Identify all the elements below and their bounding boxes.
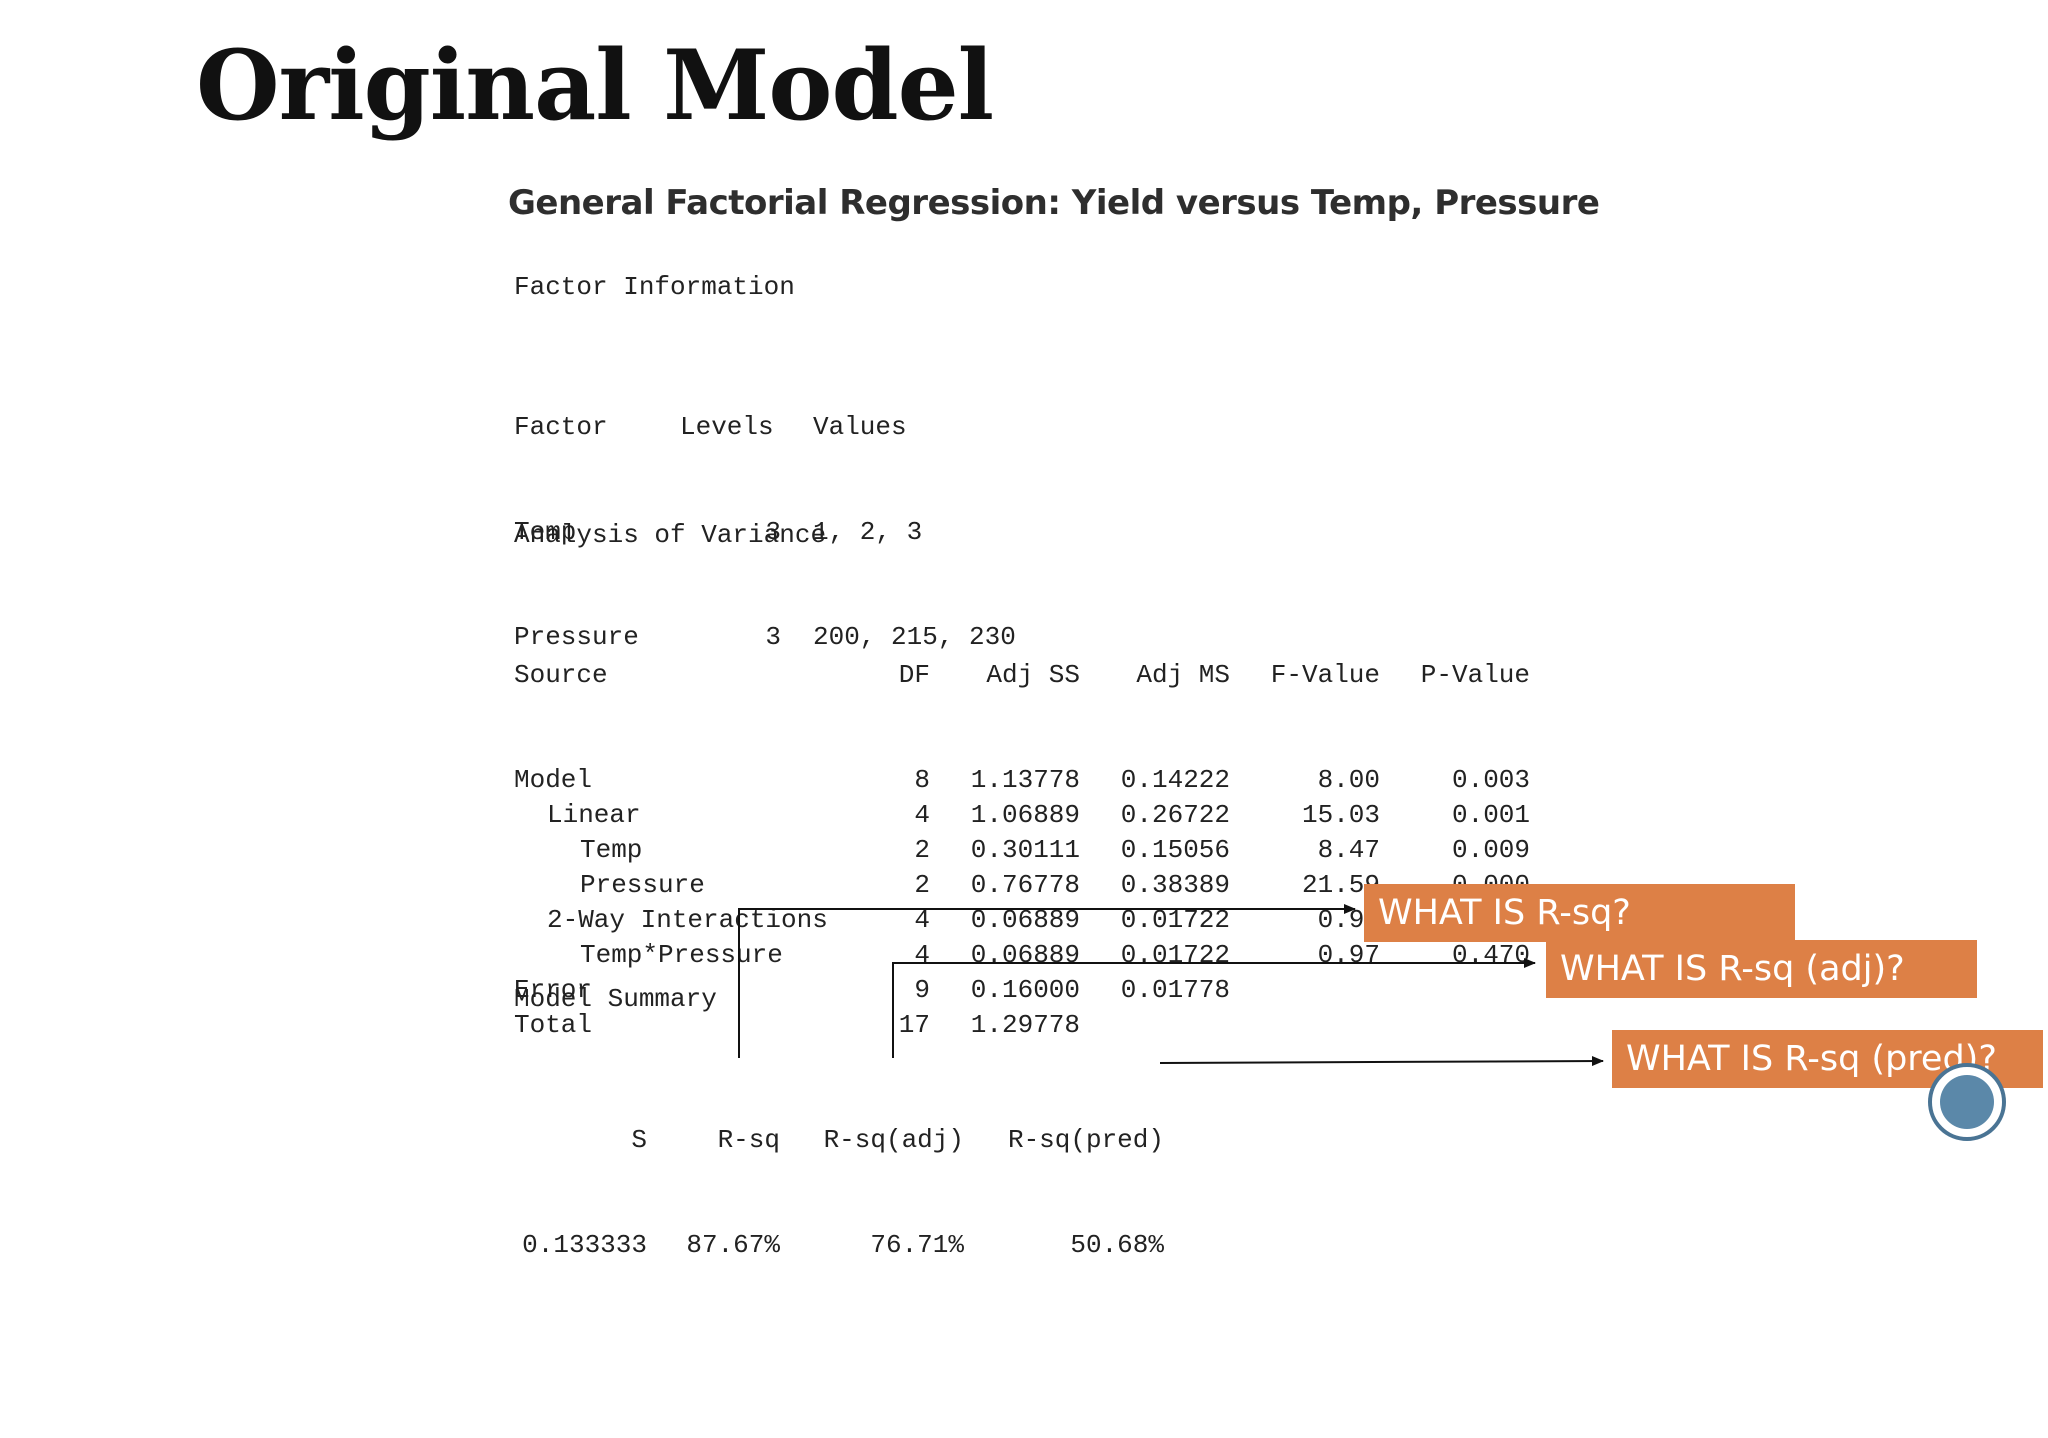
anova-row: Model 8 1.13778 0.14222 8.00 0.003 [514, 763, 1530, 798]
anova-source: Pressure [580, 870, 705, 900]
factor-values: 200, 215, 230 [813, 622, 1016, 652]
anova-row: Temp 2 0.30111 0.15056 8.47 0.009 [514, 833, 1530, 868]
rsq-pred-callout: WHAT IS R-sq (pred)? [1612, 1030, 2043, 1088]
rsq-value: 87.67% [686, 1230, 780, 1260]
anova-adj-ms: 0.14222 [1120, 765, 1230, 795]
anova-source: 2-Way Interactions [547, 905, 828, 935]
adj-ss-header: Adj SS [986, 660, 1080, 690]
rsq-adj-arrow [892, 958, 1536, 1058]
anova-source: Model [514, 765, 593, 795]
theme-logo-icon [1928, 1063, 2006, 1141]
rsq-pred-arrow [1159, 1056, 1604, 1067]
factor-info-row: Pressure 3 200, 215, 230 [514, 620, 1114, 655]
anova-df: 17 [898, 1010, 930, 1040]
anova-table: Source DF Adj SS Adj MS F-Value P-Value … [514, 588, 1530, 1040]
factor-name: Pressure [514, 622, 639, 652]
rsq-adj-header: R-sq(adj) [823, 1125, 964, 1155]
anova-adj-ms: 0.01722 [1120, 940, 1230, 970]
factor-header: Factor [514, 412, 608, 442]
anova-p-value: 0.009 [1451, 835, 1530, 865]
anova-adj-ms: 0.38389 [1120, 870, 1230, 900]
factor-info-row: Temp 3 1, 2, 3 [514, 515, 1114, 550]
anova-df: 2 [914, 835, 930, 865]
anova-source: Error [514, 975, 593, 1005]
anova-f-value: 8.47 [1317, 835, 1380, 865]
source-header: Source [514, 660, 608, 690]
anova-f-value: 0.97 [1317, 940, 1380, 970]
factor-info-table: Factor Levels Values Temp 3 1, 2, 3 Pres… [514, 340, 1114, 652]
anova-adj-ss: 0.76778 [970, 870, 1080, 900]
factor-info-header-row: Factor Levels Values [514, 410, 1114, 445]
anova-p-value: 0.470 [1451, 940, 1530, 970]
anova-adj-ss: 1.06889 [970, 800, 1080, 830]
model-summary-header-row: S R-sq R-sq(adj) R-sq(pred) [514, 1123, 1214, 1158]
anova-df: 2 [914, 870, 930, 900]
anova-adj-ss: 1.13778 [970, 765, 1080, 795]
factor-values: 1, 2, 3 [813, 517, 923, 547]
anova-row: Linear 4 1.06889 0.26722 15.03 0.001 [514, 798, 1530, 833]
anova-df: 4 [914, 800, 930, 830]
anova-source: Linear [547, 800, 641, 830]
factor-levels: 3 [765, 517, 781, 547]
anova-source: Temp [580, 835, 643, 865]
anova-header-row: Source DF Adj SS Adj MS F-Value P-Value [514, 658, 1530, 693]
rsq-header: R-sq [717, 1125, 780, 1155]
anova-heading: Analysis of Variance [514, 520, 827, 550]
rsq-pred-value: 50.68% [1070, 1230, 1164, 1260]
callout-arrows [738, 904, 1604, 1067]
model-summary-heading: Model Summary [514, 984, 717, 1014]
anova-row: Error 9 0.16000 0.01778 [514, 973, 1514, 1008]
anova-adj-ss: 0.06889 [970, 940, 1080, 970]
anova-adj-ms: 0.26722 [1120, 800, 1230, 830]
anova-adj-ms: 0.01778 [1120, 975, 1230, 1005]
anova-df: 8 [914, 765, 930, 795]
anova-adj-ss: 0.30111 [970, 835, 1080, 865]
s-value: 0.133333 [522, 1230, 647, 1260]
rsq-arrow [738, 904, 1356, 1058]
p-value-header: P-Value [1420, 660, 1530, 690]
anova-f-value: 8.00 [1317, 765, 1380, 795]
slide-title: Original Model [196, 29, 994, 142]
factor-name: Temp [514, 517, 577, 547]
factor-info-heading: Factor Information [514, 272, 795, 302]
anova-row: Total 17 1.29778 [514, 1008, 1514, 1043]
model-summary-values-row: 0.133333 87.67% 76.71% 50.68% [514, 1228, 1214, 1263]
df-header: DF [898, 660, 930, 690]
anova-df: 9 [914, 975, 930, 1005]
rsq-adj-callout: WHAT IS R-sq (adj)? [1546, 940, 1977, 998]
factor-levels: 3 [765, 622, 781, 652]
anova-source: Total [514, 1010, 593, 1040]
rsq-callout: WHAT IS R-sq? [1364, 884, 1795, 942]
anova-adj-ms: 0.15056 [1120, 835, 1230, 865]
anova-p-value: 0.003 [1451, 765, 1530, 795]
anova-adj-ss: 0.16000 [970, 975, 1080, 1005]
f-value-header: F-Value [1270, 660, 1380, 690]
rsq-adj-value: 76.71% [870, 1230, 964, 1260]
s-header: S [631, 1125, 647, 1155]
values-header: Values [813, 412, 907, 442]
adj-ms-header: Adj MS [1136, 660, 1230, 690]
anova-adj-ss: 1.29778 [970, 1010, 1080, 1040]
anova-p-value: 0.001 [1451, 800, 1530, 830]
output-title: General Factorial Regression: Yield vers… [508, 183, 1600, 223]
rsq-pred-header: R-sq(pred) [1007, 1125, 1164, 1155]
anova-source: Temp*Pressure [580, 940, 783, 970]
levels-header: Levels [680, 412, 774, 442]
anova-f-value: 15.03 [1301, 800, 1380, 830]
theme-logo-inner [1940, 1075, 1994, 1129]
anova-df: 4 [914, 905, 930, 935]
